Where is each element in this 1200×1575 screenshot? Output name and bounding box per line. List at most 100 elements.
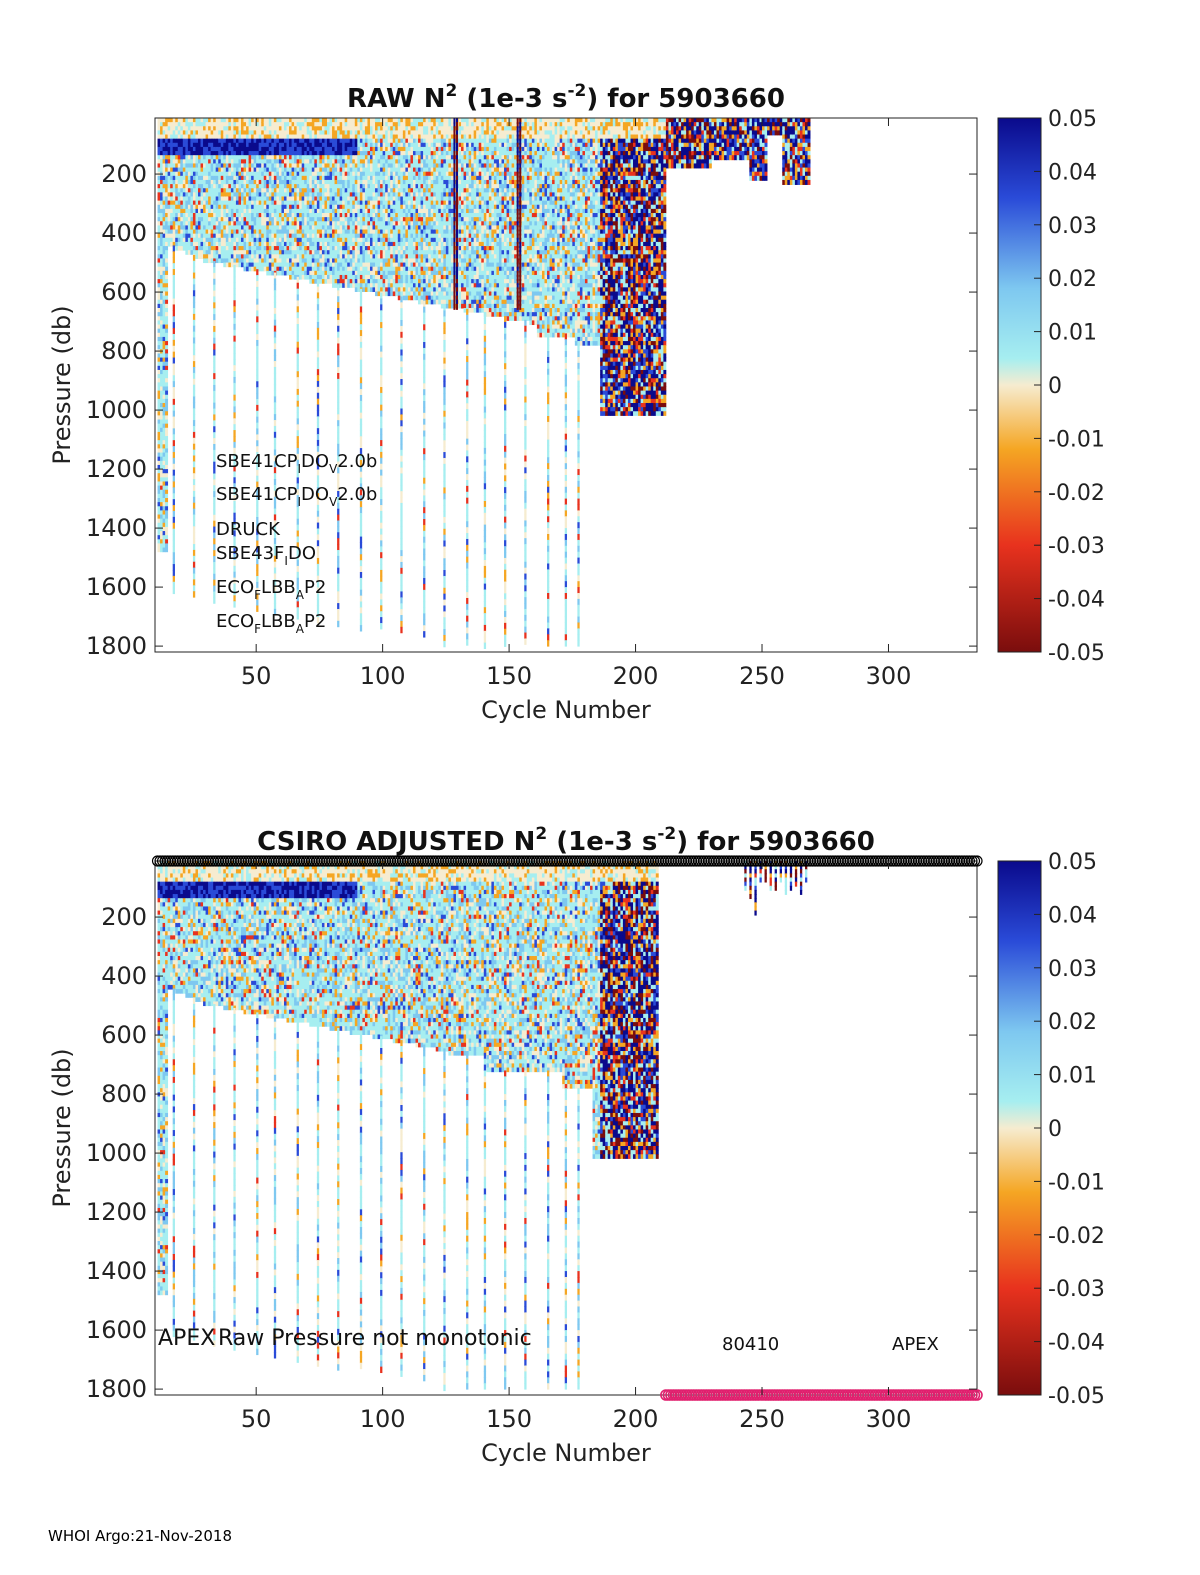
- heat-cell: [296, 122, 300, 127]
- heat-cell: [400, 179, 404, 185]
- heat-cell: [420, 122, 424, 127]
- heat-cell: [195, 151, 199, 156]
- heat-cell: [294, 167, 298, 173]
- heat-cell: [326, 134, 330, 140]
- heat-cell: [364, 233, 368, 239]
- heat-cell: [271, 175, 275, 181]
- heat-cell: [276, 142, 280, 148]
- heat-cell: [443, 270, 447, 276]
- heat-cell: [170, 188, 174, 193]
- heat-cell: [309, 155, 313, 160]
- heat-cell: [380, 196, 384, 202]
- heat-cell: [165, 469, 169, 474]
- heat-cell: [165, 163, 169, 169]
- heat-cell: [334, 151, 338, 156]
- heat-cell: [213, 151, 217, 156]
- heat-cell: [167, 138, 171, 144]
- heat-cell: [299, 134, 303, 140]
- heat-cell: [289, 254, 292, 259]
- heat-cell: [435, 237, 439, 243]
- heat-cell: [228, 196, 232, 202]
- heat-cell: [435, 163, 439, 169]
- heat-cell: [352, 167, 356, 173]
- heat-cell: [253, 208, 257, 214]
- heat-cell: [157, 357, 161, 363]
- heat-cell: [400, 126, 404, 131]
- heat-cell: [314, 200, 318, 206]
- heat-cell: [182, 221, 186, 226]
- heat-cell: [349, 241, 353, 247]
- heat-cell: [377, 204, 381, 210]
- heat-cell: [160, 250, 163, 255]
- heat-cell: [420, 130, 424, 136]
- heat-cell: [458, 163, 462, 169]
- heat-cell: [235, 188, 239, 193]
- heat-cell: [162, 493, 166, 499]
- heat-cell: [433, 246, 437, 251]
- heat-cell: [372, 283, 376, 288]
- heat-cell: [304, 184, 308, 189]
- heat-cell: [425, 200, 429, 206]
- heat-cell: [443, 258, 447, 264]
- heat-cell: [445, 208, 449, 214]
- heat-cell: [329, 171, 333, 177]
- heat-cell: [165, 241, 169, 247]
- heat-cell: [233, 229, 237, 235]
- heat-cell: [190, 159, 194, 164]
- heat-cell: [157, 411, 161, 416]
- heat-cell: [357, 274, 361, 280]
- heat-cell: [435, 146, 439, 152]
- heat-cell: [192, 196, 196, 202]
- heat-cell: [208, 196, 212, 202]
- heat-cell: [235, 258, 239, 264]
- heat-cell: [324, 179, 328, 185]
- heat-cell: [440, 196, 444, 202]
- heat-cell: [448, 204, 452, 210]
- heat-cell: [281, 138, 285, 144]
- heat-cell: [440, 262, 444, 268]
- heat-cell: [410, 179, 414, 185]
- heat-cell: [165, 233, 169, 239]
- heat-cell: [230, 171, 234, 177]
- heat-cell: [418, 118, 421, 123]
- heat-cell: [177, 175, 181, 181]
- heat-cell: [418, 146, 421, 152]
- heat-cell: [400, 142, 404, 148]
- heat-cell: [362, 250, 366, 255]
- heat-cell: [357, 196, 361, 202]
- heat-cell: [435, 246, 439, 251]
- heat-cell: [243, 229, 247, 235]
- heat-cell: [203, 134, 206, 140]
- heat-cell: [395, 138, 399, 144]
- heat-cell: [306, 151, 310, 156]
- heat-cell: [445, 188, 449, 193]
- heat-cell: [273, 221, 277, 226]
- heat-cell: [377, 241, 381, 247]
- heat-cell: [435, 188, 439, 193]
- heat-cell: [162, 163, 166, 169]
- heat-cell: [268, 126, 272, 131]
- heat-cell: [349, 163, 353, 169]
- heat-cell: [210, 221, 214, 226]
- heat-cell: [324, 270, 328, 276]
- heat-cell: [314, 175, 318, 181]
- heat-cell: [251, 233, 255, 239]
- heat-cell: [294, 241, 298, 247]
- heat-cell: [326, 279, 330, 284]
- heat-cell: [240, 151, 244, 156]
- heat-cell: [334, 179, 338, 185]
- heat-cell: [392, 196, 396, 202]
- heat-cell: [289, 188, 292, 193]
- heat-cell: [172, 134, 176, 140]
- heat-cell: [197, 204, 201, 210]
- heat-cell: [276, 241, 280, 247]
- heat-cell: [344, 192, 348, 197]
- heat-cell: [281, 167, 285, 173]
- heat-cell: [228, 130, 232, 136]
- heat-cell: [165, 142, 169, 148]
- heat-cell: [339, 270, 343, 276]
- heat-cell: [440, 204, 444, 210]
- heat-cell: [458, 171, 462, 177]
- heat-cell: [228, 229, 232, 235]
- heat-cell: [428, 126, 432, 131]
